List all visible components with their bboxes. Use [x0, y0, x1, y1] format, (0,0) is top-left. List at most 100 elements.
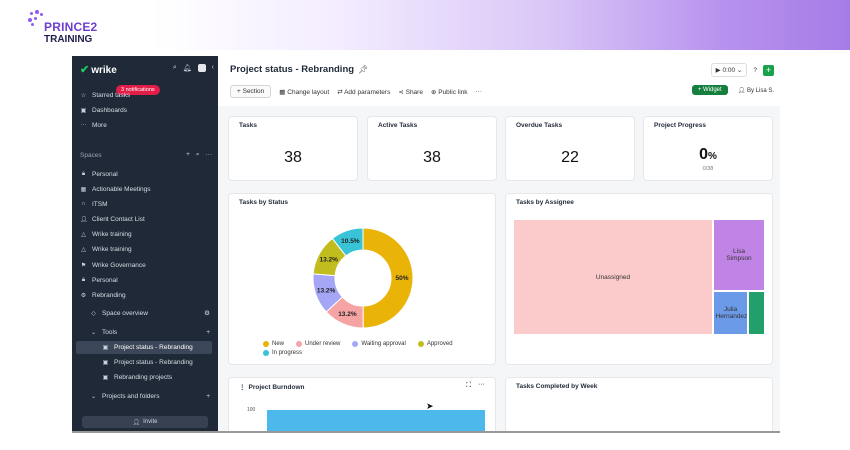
kpi-value: 0% — [644, 146, 772, 164]
sidebar-item-wrike-training-2[interactable]: △ Wrike training — [80, 244, 131, 254]
more-button[interactable]: ··· — [475, 88, 483, 95]
legend-swatch — [263, 341, 269, 347]
overview-icon: ◇ — [91, 310, 96, 317]
add-widget-button[interactable]: + Widget — [691, 85, 728, 95]
add-space-icon[interactable]: + — [186, 151, 190, 158]
kpi-card-active-tasks[interactable]: Active Tasks 38 — [367, 116, 497, 181]
sidebar-item-label: Rebranding — [92, 291, 126, 299]
sidebar-item-wrike-training[interactable]: △ Wrike training — [80, 229, 131, 239]
add-parameters-button[interactable]: ⇄ Add parameters — [337, 88, 390, 96]
play-icon: ▶ — [715, 67, 721, 74]
sidebar-item-rebranding-projects[interactable]: ▣ Rebranding projects — [102, 372, 173, 382]
sidebar-item-actionable-meetings[interactable]: ▦ Actionable Meetings — [80, 184, 151, 194]
donut-slice-in-progress[interactable] — [331, 227, 364, 257]
treemap-cell-unassigned[interactable]: Unassigned — [514, 220, 712, 334]
kpi-title: Overdue Tasks — [516, 122, 563, 129]
tasks-by-status-widget[interactable]: Tasks by Status 50% 13.2% 13.2% 13.2% 10.5% … — [228, 193, 496, 365]
drag-handle-icon[interactable]: ⋮ — [239, 384, 246, 391]
help-icon[interactable]: ? — [753, 66, 757, 74]
tasks-completed-widget[interactable]: Tasks Completed by Week — [505, 377, 773, 433]
treemap-cell-lisa-simpson[interactable]: Lisa Simpson — [714, 220, 764, 290]
more-icon[interactable]: ··· — [205, 151, 213, 158]
project-burndown-widget[interactable]: ⋮ Project Burndown ⛶ ··· 100 — [228, 377, 496, 433]
widget-title: Tasks by Status — [239, 199, 289, 206]
invite-icon: 👤︎ — [132, 419, 141, 426]
sidebar-item-itsm[interactable]: ∩ ITSM — [80, 199, 107, 209]
sidebar-item-project-status-2[interactable]: ▣ Project status - Rebranding — [102, 357, 193, 367]
legend-swatch — [263, 350, 269, 356]
widget-title: Tasks by Assignee — [516, 199, 574, 206]
sidebar-item-projects-folders[interactable]: ⌄ Projects and folders + — [90, 391, 210, 401]
chevron-down-icon: ⌄ — [736, 67, 743, 74]
sidebar-item-label: Wrike Governance — [92, 261, 146, 269]
more-icon[interactable]: ··· — [478, 381, 485, 388]
create-button[interactable]: + — [763, 64, 774, 76]
legend-label: In progress — [272, 350, 303, 356]
kpi-card-overdue-tasks[interactable]: Overdue Tasks 22 — [505, 116, 635, 181]
kpi-value-number: 0 — [699, 146, 708, 163]
sidebar-item-client-contact-list[interactable]: 👤︎ Client Contact List — [80, 214, 145, 224]
legend-item-approved: Approved — [417, 341, 453, 347]
wrike-logo[interactable]: ✔ wrike — [80, 63, 117, 76]
sidebar-item-personal[interactable]: 🔒︎ Personal — [80, 169, 118, 179]
notification-badge[interactable]: 3 notifications — [116, 85, 160, 95]
legend-item-in-progress: In progress — [263, 350, 302, 356]
treemap-cell-julia-hernandez[interactable]: Julia Hernandez — [714, 292, 747, 334]
sidebar-item-label: Dashboards — [92, 106, 128, 114]
kpi-value-unit: % — [708, 151, 717, 162]
donut-slice-new[interactable] — [362, 227, 414, 329]
dashboard-icon: ▣ — [102, 344, 109, 351]
dashboard-icon: ▣ — [102, 359, 109, 366]
public-link-button[interactable]: ⊕ Public link — [431, 88, 468, 96]
pin-icon[interactable]: 📌︎ — [358, 65, 369, 74]
sidebar-item-label: Projects and folders — [102, 392, 160, 400]
person-icon: 👤︎ — [80, 216, 88, 223]
add-project-icon[interactable]: + — [206, 392, 210, 400]
app-bottom-edge — [72, 431, 780, 433]
sidebar-item-starred[interactable]: ☆ Starred tasks — [80, 90, 131, 100]
search-spaces-icon[interactable]: ⌕ — [195, 151, 200, 158]
treemap-cell-other[interactable] — [749, 292, 764, 334]
kpi-card-project-progress[interactable]: Project Progress 0% 0/38 — [643, 116, 773, 181]
person-icon: 👤︎ — [737, 87, 746, 94]
public-link-label: Public link — [438, 88, 468, 96]
sidebar-item-rebranding[interactable]: ⚙ Rebranding — [80, 290, 126, 300]
add-section-button[interactable]: + Section — [230, 85, 272, 98]
treemap-label: Unassigned — [595, 273, 631, 281]
sidebar-item-more[interactable]: ··· More — [80, 120, 107, 130]
chevron-left-icon[interactable]: ‹ — [211, 64, 214, 71]
main-content: Project status - Rebranding 📌︎ ▶ 0:00 ⌄ ?… — [218, 56, 780, 433]
star-icon: ☆ — [80, 92, 87, 99]
bell-icon[interactable]: 🔔︎ — [182, 65, 192, 72]
wrike-app: ✔ wrike ⌕ 🔔︎ ‹ 3 notifications ☆ Starred t… — [72, 56, 780, 433]
legend-item-under-review: Under review — [296, 341, 340, 347]
sidebar-item-dashboards[interactable]: ▣ Dashboards — [80, 105, 127, 115]
change-layout-button[interactable]: ▦ Change layout — [279, 88, 329, 96]
kpi-value: 38 — [423, 149, 441, 166]
kpi-card-tasks[interactable]: Tasks 38 — [228, 116, 358, 181]
share-button[interactable]: ⋖ Share — [398, 88, 423, 96]
sidebar-item-personal-2[interactable]: 🔒︎ Personal — [80, 275, 118, 285]
avatar[interactable] — [197, 64, 206, 72]
brand-name: PRINCE2 — [44, 20, 98, 34]
sidebar-item-label: Actionable Meetings — [92, 185, 151, 193]
legend-item-new: New — [263, 341, 284, 347]
sidebar-item-tools[interactable]: ⌄ Tools + — [90, 327, 210, 337]
sidebar-item-project-status-1[interactable]: ▣ Project status - Rebranding — [102, 342, 193, 352]
sidebar-item-wrike-governance[interactable]: ⚑ Wrike Governance — [80, 260, 146, 270]
invite-button[interactable]: 👤︎ Invite — [82, 416, 208, 428]
spaces-label: Spaces — [80, 152, 102, 159]
add-tool-icon[interactable]: + — [206, 328, 210, 336]
dashboard-icon: ▣ — [102, 374, 109, 381]
settings-icon[interactable]: ⚙ — [204, 310, 210, 317]
legend-swatch — [352, 341, 359, 347]
sidebar-item-space-overview[interactable]: ◇ Space overview ⚙ — [90, 308, 210, 318]
sidebar-top: ✔ wrike ⌕ 🔔︎ ‹ — [80, 63, 214, 77]
timer-control[interactable]: ▶ 0:00 ⌄ — [710, 63, 748, 77]
tasks-by-assignee-widget[interactable]: Tasks by Assignee Unassigned Lisa Simpso… — [505, 193, 773, 365]
owner-filter[interactable]: 👤︎ By Lisa S. — [738, 87, 774, 94]
expand-icon[interactable]: ⛶ — [466, 382, 471, 389]
active-item-highlight — [76, 341, 212, 354]
search-icon[interactable]: ⌕ — [172, 64, 177, 71]
dashboard-icon: ▣ — [80, 107, 87, 114]
